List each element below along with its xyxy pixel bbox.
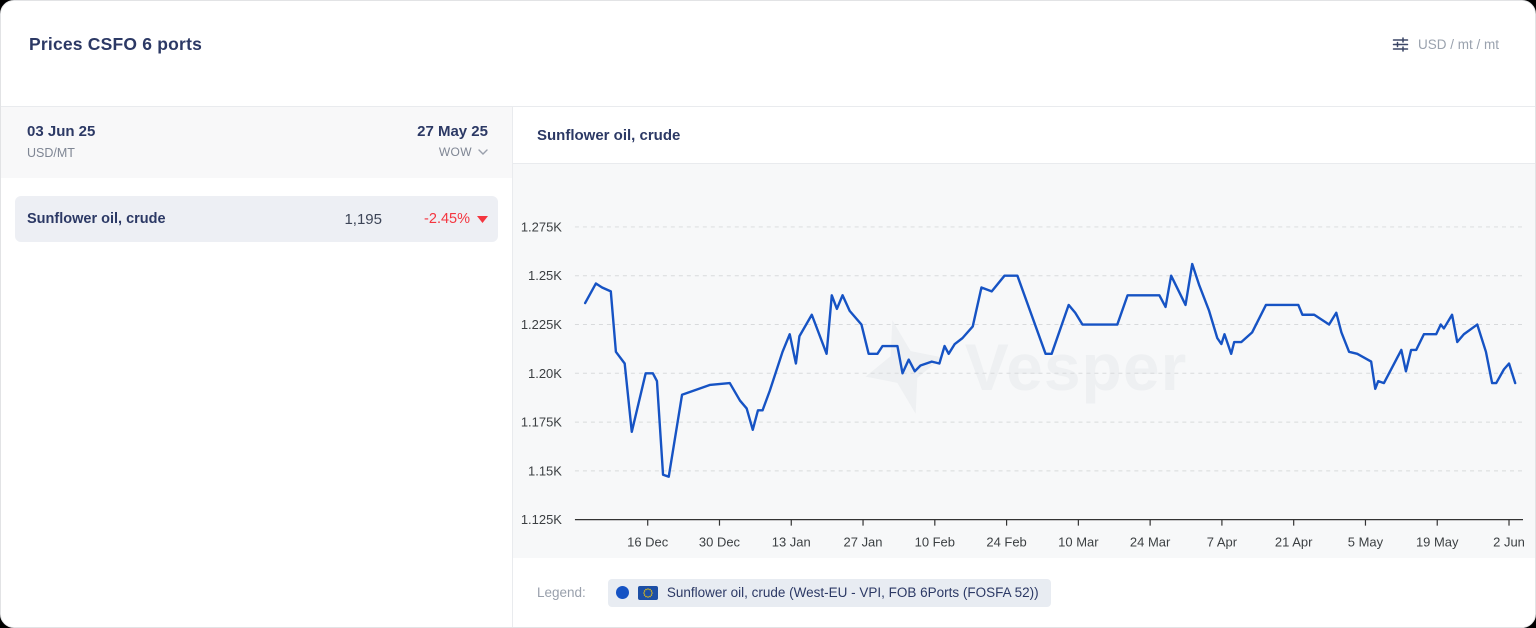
triangle-down-icon [477,215,488,223]
units-control[interactable]: USD / mt / mt [1392,36,1499,53]
unit-label: USD/MT [27,146,75,160]
eu-flag-icon [637,585,658,600]
legend-label: Legend: [537,585,586,600]
x-axis-tick-label: 10 Feb [915,535,955,550]
x-axis-tick-label: 21 Apr [1275,535,1313,550]
x-axis-tick-label: 24 Mar [1130,535,1171,550]
current-date: 03 Jun 25 [27,123,96,140]
wow-dropdown-label: WOW [438,145,472,159]
x-axis-tick-label: 5 May [1348,535,1384,550]
x-axis-tick-label: 24 Feb [986,535,1026,550]
legend-series-label: Sunflower oil, crude (West-EU - VPI, FOB… [666,585,1039,600]
series-color-dot [615,586,629,599]
x-axis-tick-label: 19 May [1416,535,1459,550]
page-title: Prices CSFO 6 ports [29,34,203,54]
price-series-line[interactable] [583,262,1517,478]
y-axis-tick-label: 1.20K [528,366,562,381]
x-axis-tick-label: 13 Jan [772,535,811,550]
price-row-sunflower-oil-crude[interactable]: Sunflower oil, crude 1,195 -2.45% [15,196,498,242]
chart-title: Sunflower oil, crude [537,126,681,144]
x-axis-tick-label: 27 Jan [844,535,883,550]
chart-panel: Sunflower oil, crude Vesper 1.275K 1.25K 1… [513,107,1535,627]
commodity-name: Sunflower oil, crude [27,211,166,227]
y-axis-tick-label: 1.275K [521,219,562,234]
tune-icon [1392,36,1409,53]
y-axis-tick-label: 1.225K [521,317,562,332]
x-axis-tick-label: 2 Jun [1493,535,1525,550]
y-axis-tick-label: 1.175K [521,415,562,430]
prices-panel-header: 03 Jun 25 USD/MT 27 May 25 WOW [1,107,512,178]
legend-bar: Legend: [513,558,1535,627]
y-axis-tick-label: 1.25K [528,268,562,283]
chevron-down-icon [478,149,488,155]
x-axis-tick-label: 16 Dec [627,535,669,550]
price-chart-area: Vesper 1.275K 1.25K 1.225K 1.20K 1.175K 1.15K… [513,164,1535,558]
x-axis-tick-label: 10 Mar [1058,535,1099,550]
chart-title-bar: Sunflower oil, crude [513,107,1535,164]
y-axis-tick-label: 1.125K [521,512,562,527]
compare-date: 27 May 25 [417,123,488,140]
legend-item-sunflower[interactable]: Sunflower oil, crude (West-EU - VPI, FOB… [607,578,1051,607]
units-label: USD / mt / mt [1418,37,1499,52]
wow-dropdown[interactable]: WOW [439,145,488,159]
y-axis-tick-label: 1.15K [528,463,562,478]
prices-panel: 03 Jun 25 USD/MT 27 May 25 WOW [1,107,513,627]
commodity-change: -2.45% [382,211,488,227]
commodity-price: 1,195 [344,210,382,228]
x-axis-tick-label: 30 Dec [699,535,741,550]
price-line-chart[interactable]: 1.275K 1.25K 1.225K 1.20K 1.175K 1.15K 1.125K 1… [513,164,1535,558]
widget-header: Prices CSFO 6 ports USD / mt / mt [1,1,1535,107]
x-axis-tick-label: 7 Apr [1207,535,1238,550]
commodity-change-pct: -2.45% [424,211,470,227]
